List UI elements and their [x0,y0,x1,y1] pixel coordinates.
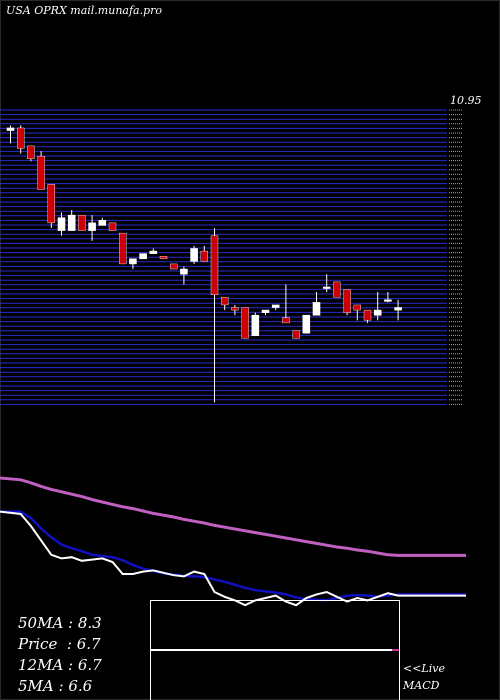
ma-line-price [0,510,466,607]
candle-body [220,297,229,306]
candle-body [169,263,178,270]
ticker-label: USA OPRX [6,4,67,17]
site-label: mail.munafa.pro [70,4,163,17]
live-macd-label: <<Live MACD [403,660,445,694]
candle-body [251,314,260,337]
chart-header: USA OPRX mail.munafa.pro [6,4,162,17]
candle-body [282,317,290,324]
candle-body [302,314,311,334]
candle-body [200,250,209,262]
candle-body [6,127,15,131]
candle-body [241,307,249,339]
candle-body [118,232,127,265]
live-label: <<Live [403,662,445,675]
candle-body [129,258,137,265]
candle-body [27,145,35,159]
y-tick-label: 10.95 [450,94,482,107]
candle-body [67,214,76,231]
stat-price: Price : 6.7 [18,635,101,653]
candle-body [292,330,300,339]
candle-body [363,309,372,321]
ma-line-ma_long [0,476,466,557]
candle-body [88,222,96,231]
price-grid [0,109,462,405]
candle-body [384,299,392,302]
candle-body [47,184,55,224]
candle-body [373,309,382,316]
stat-ma12: 12MA : 6.7 [18,656,102,674]
moving-average-panel [0,476,466,607]
candle-body [394,307,402,311]
price-axis: 10.95 [450,94,482,107]
ma-line-ma_mid [0,510,466,602]
candle-body [139,253,147,260]
candle-body [343,289,351,313]
candle-body [108,222,117,231]
candle-body [231,307,239,311]
stat-ma50: 50MA : 8.3 [18,614,102,632]
candle-body [333,281,341,298]
candle-body [210,235,219,295]
candle-body [180,268,188,275]
candle-body [312,302,321,316]
candlestick-series [6,125,402,403]
candle-body [98,220,107,226]
candle-body [322,286,331,289]
candle-body [159,256,168,259]
candle-body [57,217,66,231]
candle-body [37,155,45,190]
candle-body [17,127,25,149]
candle-body [190,248,198,262]
macd-box [150,600,400,700]
candle-body [271,304,280,308]
candle-body [78,214,86,231]
macd-label: MACD [403,679,440,692]
candle-body [353,304,361,311]
candle-body [261,309,270,313]
candle-body [149,250,158,254]
stat-ma5: 5MA : 6.6 [18,677,93,695]
